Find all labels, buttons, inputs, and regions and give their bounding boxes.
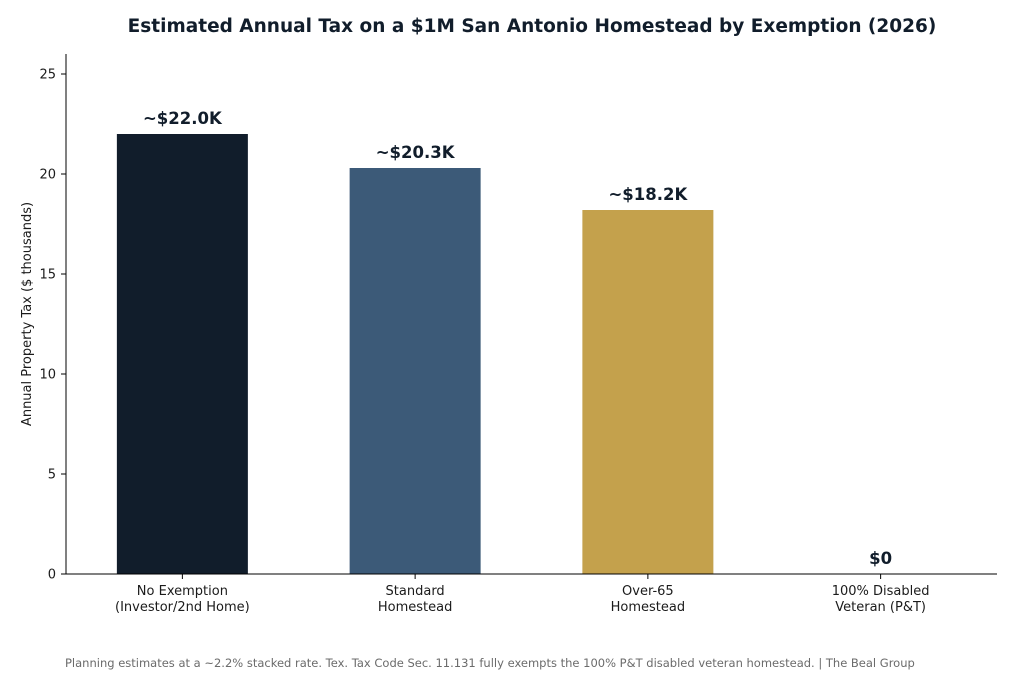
bars-layer (116, 134, 714, 574)
value-label-3: $0 (869, 549, 892, 568)
bar-2 (582, 210, 714, 574)
x-tick-label-0: No Exemption (Investor/2nd Home) (115, 584, 250, 615)
bar-0 (116, 134, 248, 574)
y-axis-label: Annual Property Tax ($ thousands) (20, 202, 35, 426)
y-axis: 0 5 10 15 20 25 (39, 54, 67, 583)
x-tick-label-1: Standard Homestead (378, 584, 452, 615)
x-axis: No Exemption (Investor/2nd Home) Standard H… (66, 573, 997, 615)
value-label-0: ~$22.0K (143, 109, 223, 128)
y-tick-label-3: 15 (39, 268, 56, 283)
y-tick-label-2: 10 (39, 368, 56, 383)
value-label-1: ~$20.3K (376, 143, 456, 162)
y-tick-label-5: 25 (39, 68, 56, 83)
bar-1 (349, 168, 481, 574)
value-label-2: ~$18.2K (608, 185, 688, 204)
y-tick-label-0: 0 (48, 568, 56, 583)
footnote: Planning estimates at a ~2.2% stacked ra… (65, 656, 915, 670)
y-tick-label-1: 5 (48, 468, 56, 483)
x-tick-label-2: Over-65 Homestead (611, 584, 685, 615)
x-tick-label-3: 100% Disabled Veteran (P&T) (832, 584, 930, 615)
value-labels-layer: ~$22.0K ~$20.3K ~$18.2K $0 (143, 109, 892, 568)
y-tick-label-4: 20 (39, 168, 56, 183)
chart-title: Estimated Annual Tax on a $1M San Antoni… (127, 16, 937, 37)
